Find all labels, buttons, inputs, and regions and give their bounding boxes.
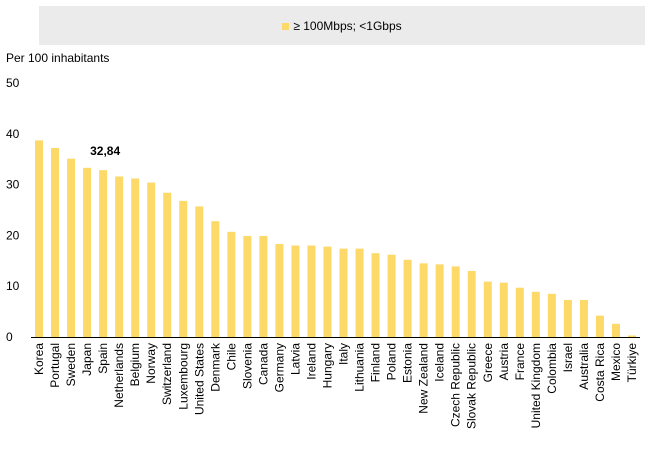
bar	[275, 244, 284, 337]
bar	[67, 158, 76, 337]
legend: ≥ 100Mbps; <1Gbps	[39, 6, 645, 45]
x-tick-label: Israel	[561, 343, 575, 372]
bar	[99, 170, 108, 337]
bar	[179, 200, 188, 337]
x-tick-label: Slovenia	[240, 343, 254, 389]
x-tick-label: Iceland	[433, 343, 447, 382]
x-tick-label: Lithuania	[353, 343, 367, 392]
x-tick-label: Luxembourg	[176, 343, 190, 410]
bar	[195, 206, 204, 337]
x-tick-label: Colombia	[545, 343, 559, 394]
bar	[259, 235, 268, 337]
bar	[499, 282, 508, 337]
bar	[627, 335, 636, 337]
bar	[355, 248, 364, 337]
y-tick-label: 50	[6, 76, 20, 90]
bar	[371, 253, 380, 337]
bar	[227, 231, 236, 337]
x-tick-label: Australia	[577, 343, 591, 390]
x-tick-label: Canada	[256, 343, 270, 385]
x-tick-label: Italy	[337, 343, 351, 365]
y-axis-title: Per 100 inhabitants	[6, 51, 109, 65]
x-tick-label: Greece	[481, 343, 495, 383]
x-tick-label: Mexico	[609, 343, 623, 381]
x-tick-label: Denmark	[208, 342, 222, 392]
x-tick-label: Chile	[224, 343, 238, 371]
bar	[35, 140, 44, 337]
x-tick-label: Estonia	[401, 343, 415, 383]
bar	[531, 291, 540, 337]
bar	[83, 167, 92, 337]
x-tick-label: Latvia	[288, 343, 302, 375]
bar	[307, 245, 316, 337]
bar	[547, 293, 556, 337]
x-tick-label: Belgium	[128, 343, 142, 386]
bar	[291, 245, 300, 337]
bar	[515, 287, 524, 337]
x-tick-label: Czech Republic	[449, 343, 463, 427]
legend-label: ≥ 100Mbps; <1Gbps	[293, 19, 402, 33]
x-tick-label: Portugal	[48, 343, 62, 388]
x-tick-label: Sweden	[64, 343, 78, 386]
bar	[51, 148, 60, 337]
bar	[451, 266, 460, 337]
y-tick-label: 0	[6, 330, 13, 344]
bar	[387, 254, 396, 337]
x-tick-label: Switzerland	[160, 343, 174, 405]
x-tick-label: France	[513, 343, 527, 381]
bar	[115, 176, 124, 337]
x-tick-label: Germany	[272, 343, 286, 392]
bar	[131, 178, 140, 337]
legend-swatch	[282, 23, 290, 30]
x-tick-label: Japan	[80, 343, 94, 376]
x-tick-label: Ireland	[304, 343, 318, 380]
x-tick-label: Poland	[385, 343, 399, 380]
bar	[579, 299, 588, 337]
data-label: 32,84	[90, 144, 120, 158]
y-tick-label: 20	[6, 228, 20, 242]
bar	[419, 263, 428, 337]
bar	[163, 192, 172, 337]
bar	[243, 235, 252, 337]
bar	[339, 248, 348, 337]
bar	[595, 315, 604, 337]
x-tick-label: United States	[192, 343, 206, 415]
x-tick-label: Türkiye	[625, 343, 639, 383]
x-tick-label: Hungary	[320, 343, 334, 388]
x-tick-label: Finland	[369, 343, 383, 382]
y-tick-label: 40	[6, 127, 20, 141]
x-tick-label: Costa Rica	[593, 343, 607, 402]
x-tick-label: Spain	[96, 343, 110, 374]
bar	[323, 246, 332, 337]
legend-item: ≥ 100Mbps; <1Gbps	[39, 19, 645, 33]
bar	[435, 264, 444, 337]
y-tick-label: 10	[6, 279, 20, 293]
bar	[483, 281, 492, 337]
x-tick-label: Slovak Republic	[465, 343, 479, 429]
bar	[563, 299, 572, 337]
x-tick-label: Netherlands	[112, 343, 126, 408]
y-tick-label: 30	[6, 178, 20, 192]
bar	[147, 182, 156, 337]
bar	[403, 259, 412, 337]
bar	[211, 221, 220, 337]
x-tick-label: Austria	[497, 343, 511, 381]
x-tick-label: United Kingdom	[529, 343, 543, 428]
bar	[467, 270, 476, 337]
bar	[611, 323, 620, 337]
x-tick-label: Korea	[32, 343, 46, 375]
x-tick-label: Norway	[144, 343, 158, 384]
x-tick-label: New Zealand	[417, 343, 431, 414]
